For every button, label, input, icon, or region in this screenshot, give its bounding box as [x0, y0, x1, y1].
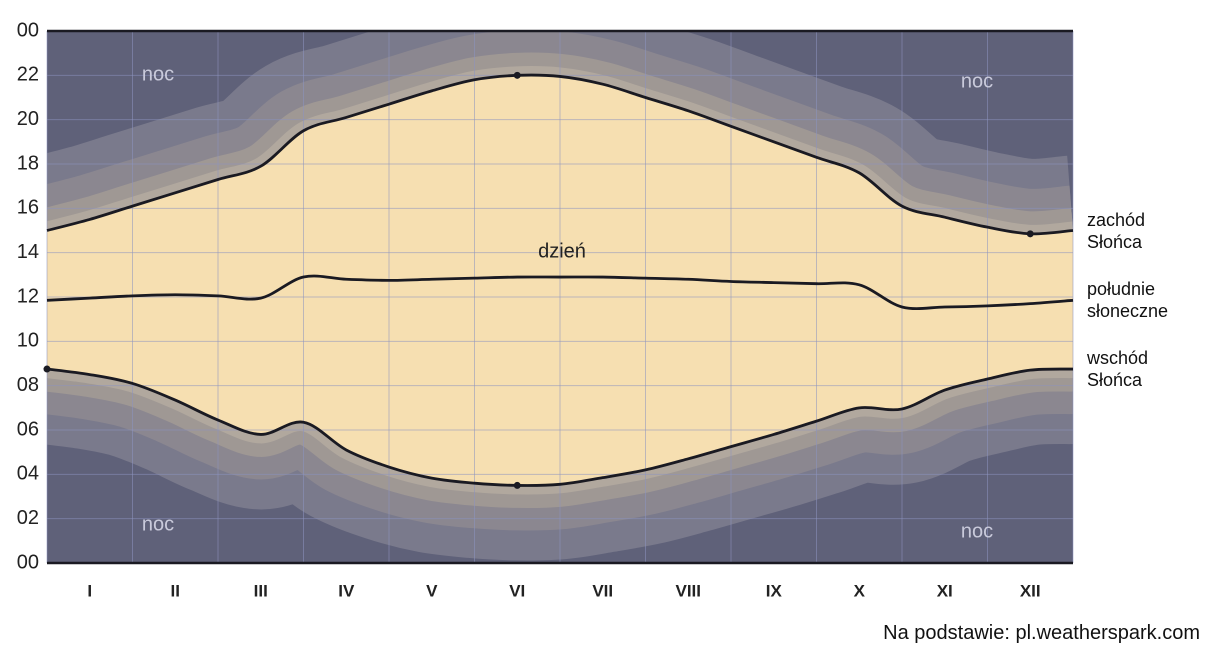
- x-tick-label: XII: [1020, 581, 1041, 600]
- y-tick-label: 04: [17, 463, 39, 485]
- y-tick-label: 20: [17, 108, 39, 130]
- y-tick-label: 16: [17, 197, 39, 219]
- series-line: [46, 274, 1074, 311]
- legend-label: południe słoneczne: [1087, 279, 1169, 322]
- extreme-dot: [513, 481, 521, 489]
- series-line: [46, 367, 1074, 487]
- x-tick-label: V: [426, 581, 438, 600]
- y-tick-label: 08: [17, 374, 39, 396]
- x-tick-label: IX: [766, 581, 783, 600]
- y-tick-label: 14: [17, 241, 39, 263]
- y-tick-label: 12: [17, 285, 39, 307]
- y-tick-label: 00: [17, 19, 39, 41]
- x-tick-label: VII: [592, 581, 613, 600]
- y-tick-label: 10: [17, 330, 39, 352]
- x-tick-label: II: [171, 581, 180, 600]
- extreme-dot: [1026, 230, 1034, 238]
- source: Na podstawie: pl.weatherspark.com: [883, 622, 1200, 644]
- annotation: dzień: [538, 240, 586, 263]
- annotation: noc: [960, 520, 994, 543]
- x-tick-label: X: [854, 581, 866, 600]
- x-tick-label: I: [87, 581, 92, 600]
- y-tick-label: 22: [17, 64, 39, 86]
- x-tick-label: VI: [509, 581, 525, 600]
- y-tick-label: 00: [17, 551, 39, 573]
- y-tick-label: 02: [17, 507, 39, 529]
- legend-label: wschód Słońca: [1087, 348, 1149, 391]
- y-tick-label: 18: [17, 152, 39, 174]
- annotation: noc: [141, 63, 175, 86]
- legend-label: zachód Słońca: [1087, 209, 1146, 252]
- extreme-dot: [43, 365, 51, 373]
- x-tick-label: VIII: [675, 581, 701, 600]
- x-tick-label: XI: [937, 581, 953, 600]
- y-tick-label: 06: [17, 418, 39, 440]
- extreme-dot: [513, 71, 521, 79]
- series-line: [46, 73, 1074, 236]
- annotation: noc: [141, 513, 175, 536]
- annotation: noc: [960, 70, 994, 93]
- x-tick-label: III: [254, 581, 268, 600]
- x-tick-label: IV: [338, 581, 355, 600]
